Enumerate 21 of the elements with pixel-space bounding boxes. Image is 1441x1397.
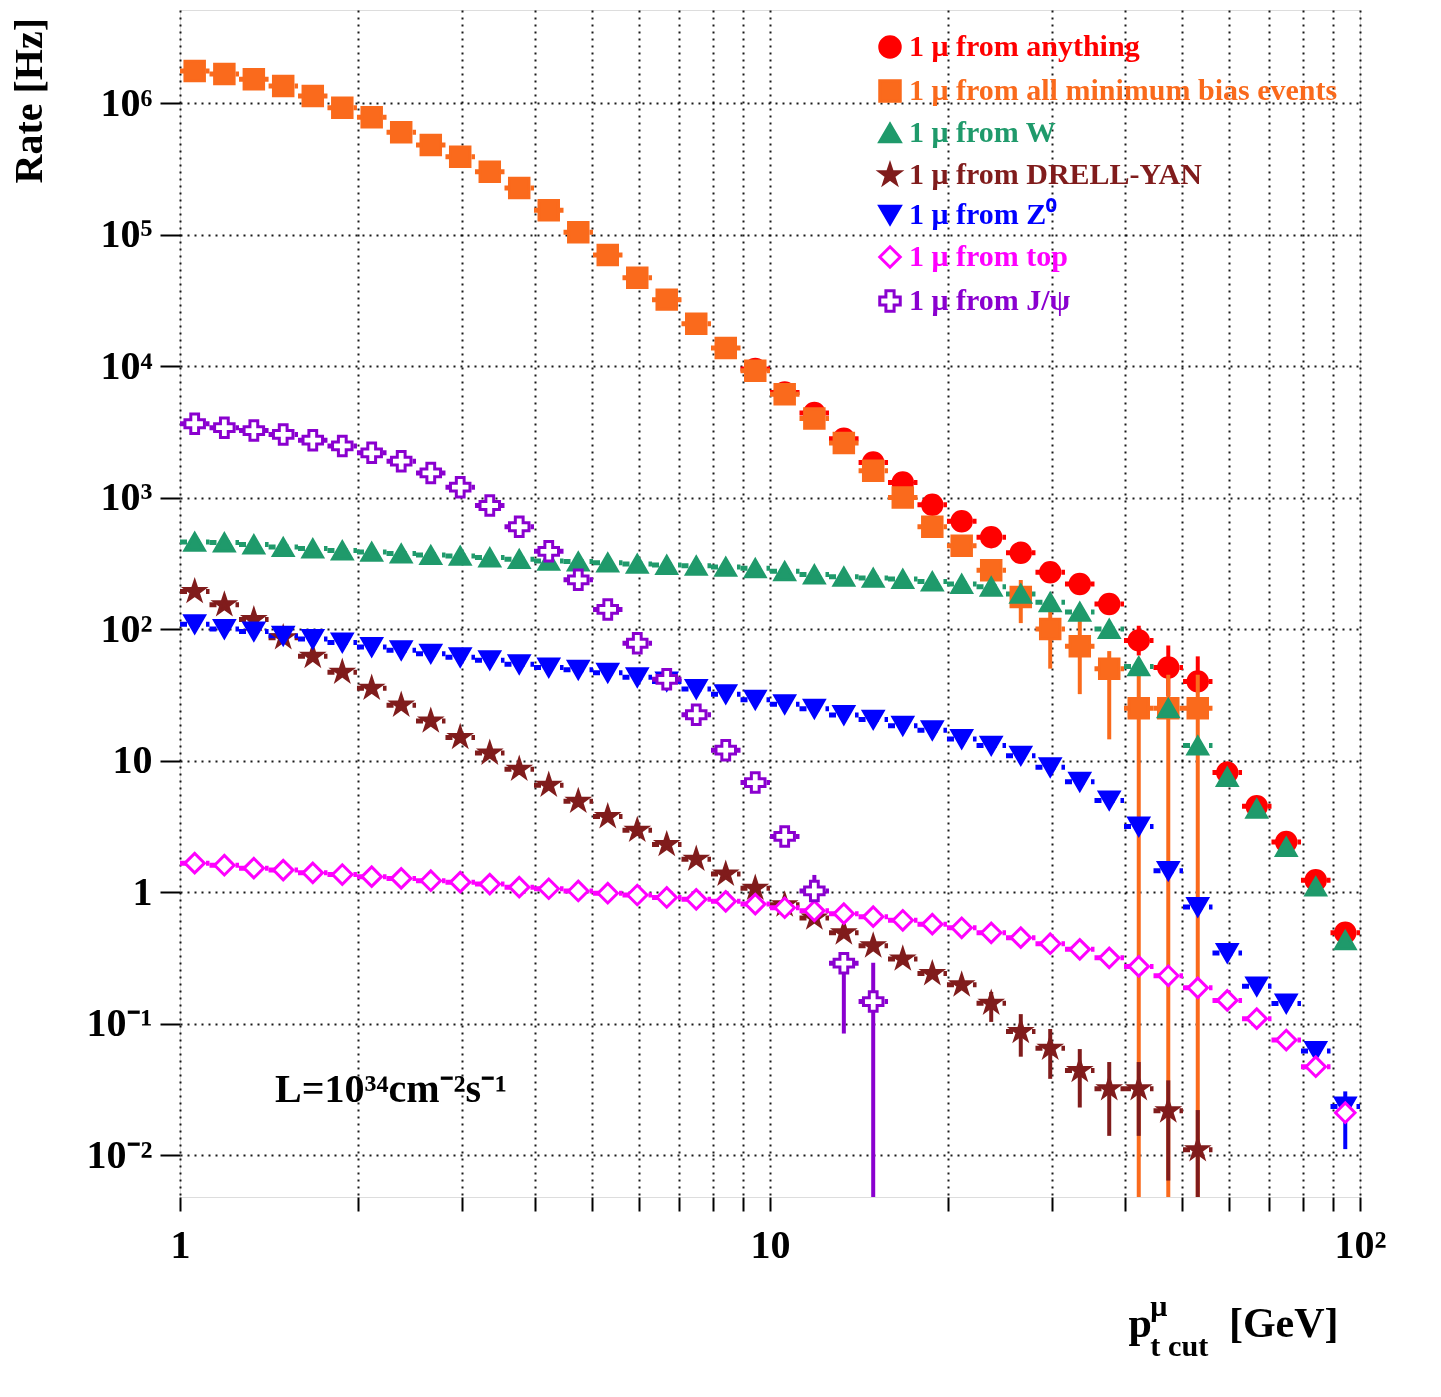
y-tick-label: 10⁴ [100,342,153,388]
legend-label: 1 μ from top [909,239,1068,272]
y-tick-label: 10⁵ [100,211,153,257]
legend-label: 1 μ from DRELL-YAN [909,157,1203,190]
y-tick-label: 10³ [100,474,153,520]
y-tick-label: 10 [112,737,153,783]
y-tick-label: 10⁶ [100,79,153,125]
legend-label: 1 μ from Z⁰ [909,197,1058,230]
y-tick-label: 10² [100,605,153,651]
y-tick-label: 10⁻¹ [86,1000,153,1046]
y-axis-title: Rate [Hz] [6,18,51,184]
legend-label: 1 μ from J/ψ [909,283,1071,316]
y-tick-label: 10⁻² [86,1131,153,1177]
legend-label: 1 μ from anything [909,29,1140,62]
legend-label: 1 μ from all minimum bias events [909,73,1338,106]
x-tick-label: 10 [750,1221,791,1267]
annotation: L=10³⁴cm⁻²s⁻¹ [275,1066,508,1111]
y-tick-label: 1 [132,868,153,914]
x-tick-label: 1 [170,1221,191,1267]
legend-label: 1 μ from W [909,115,1056,148]
x-tick-label: 10² [1334,1221,1387,1267]
